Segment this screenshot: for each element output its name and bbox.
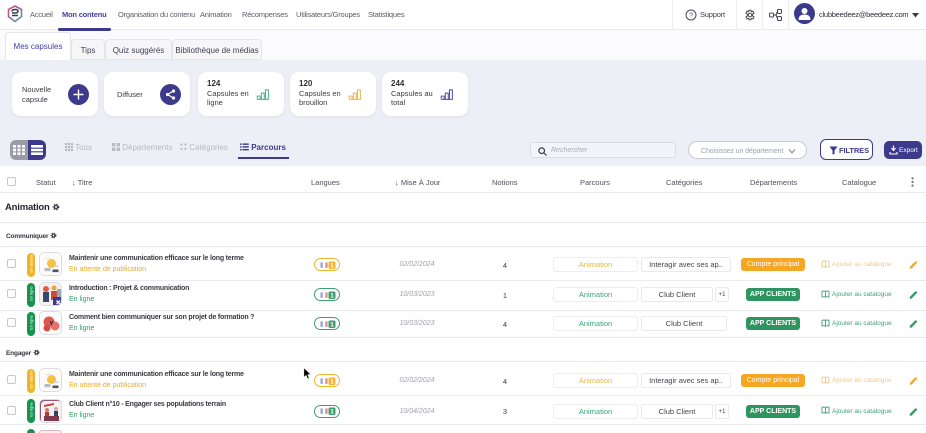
svg-text:1: 1 — [330, 409, 334, 416]
svg-text:1: 1 — [330, 262, 334, 269]
svg-text:1: 1 — [330, 321, 334, 328]
svg-text:?: ? — [689, 13, 693, 20]
svg-text:1: 1 — [330, 378, 334, 385]
svg-text:1: 1 — [330, 292, 334, 299]
